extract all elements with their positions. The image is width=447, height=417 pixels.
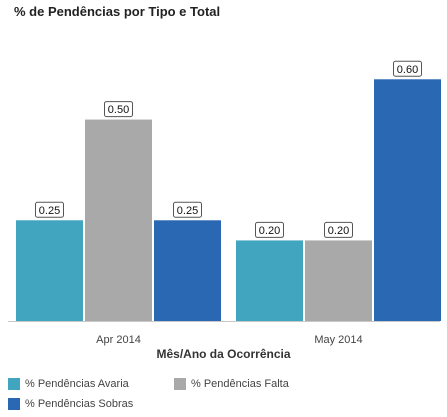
bar[interactable] (16, 220, 83, 321)
data-label: 0.25 (177, 205, 198, 217)
data-label: 0.60 (397, 64, 418, 76)
data-label-box (255, 221, 284, 238)
bar[interactable] (154, 220, 221, 321)
data-label: 0.20 (328, 225, 349, 237)
data-label-box (173, 201, 202, 218)
legend-label: % Pendências Falta (191, 378, 289, 390)
data-label: 0.50 (108, 104, 129, 116)
bar[interactable] (85, 119, 152, 321)
bar[interactable] (236, 240, 303, 321)
chart-title: % de Pendências por Tipo e Total (14, 4, 221, 19)
data-label-box (393, 60, 422, 77)
legend-item[interactable]: % Pendências Sobras (8, 398, 133, 410)
data-label-box (104, 101, 133, 118)
legend-item[interactable]: % Pendências Avaria (8, 378, 129, 390)
legend-swatch (8, 378, 20, 390)
x-tick-label: Apr 2014 (96, 334, 141, 346)
bar[interactable] (374, 79, 441, 322)
data-label-box (324, 221, 353, 238)
x-axis-label: Mês/Ano da Ocorrência (156, 347, 291, 361)
legend-label: % Pendências Sobras (25, 398, 134, 410)
legend-label: % Pendências Avaria (25, 378, 129, 390)
legend-swatch (8, 398, 20, 410)
x-tick-label: May 2014 (314, 334, 362, 346)
data-label: 0.20 (259, 225, 280, 237)
data-label: 0.25 (39, 205, 60, 217)
data-label-box (35, 201, 64, 218)
legend-item[interactable]: % Pendências Falta (174, 378, 289, 390)
bar[interactable] (305, 240, 372, 321)
legend-swatch (174, 378, 186, 390)
